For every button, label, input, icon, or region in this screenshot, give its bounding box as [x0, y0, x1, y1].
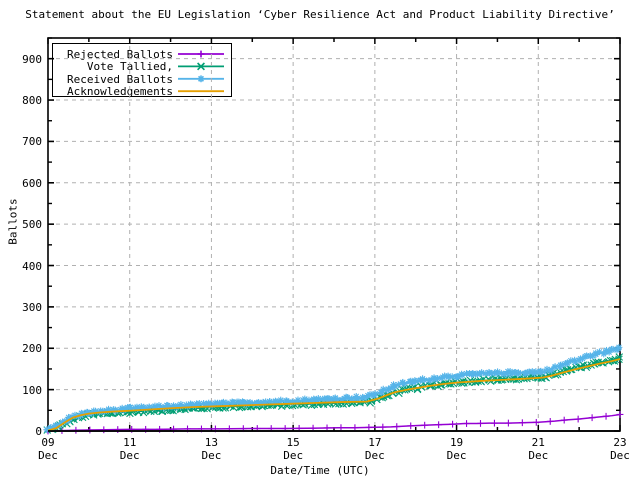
y-tick-label: 300 [22, 300, 42, 314]
x-tick-label: 11 Dec [119, 436, 140, 462]
x-tick-label: 19 Dec [446, 436, 467, 462]
chart-title: Statement about the EU Legislation ‘Cybe… [25, 8, 615, 21]
y-tick-label: 100 [22, 383, 42, 397]
y-tick-label: 700 [22, 135, 42, 149]
x-tick-label: 09 Dec [38, 436, 58, 462]
y-tick-label: 200 [22, 342, 42, 356]
x-axis-label: Date/Time (UTC) [270, 464, 370, 477]
y-tick-label: 500 [22, 218, 42, 232]
x-tick-label: 17 Dec [364, 436, 385, 462]
legend-item-label[interactable]: Received Ballots [67, 72, 173, 86]
y-tick-label: 400 [22, 259, 42, 273]
series-acknowledgements [47, 358, 621, 432]
x-tick-label: 23 Dec [610, 436, 630, 462]
gridlines [48, 38, 620, 431]
series-rejected-ballots [44, 411, 624, 435]
series-received-ballots [43, 343, 623, 434]
x-tick-label: 15 Dec [283, 436, 304, 462]
y-tick-label: 800 [22, 94, 42, 108]
legend-item-label[interactable]: Vote Tallied, [86, 60, 173, 74]
legend-item-label[interactable]: Acknowledgements [67, 85, 173, 99]
x-tick-label: 21 Dec [528, 436, 549, 462]
legend-item-label[interactable]: Rejected Ballots [67, 48, 173, 61]
y-tick-label: 0 [35, 425, 42, 438]
x-tick-label: 13 Dec [201, 436, 222, 462]
y-tick-label: 600 [22, 176, 42, 190]
y-tick-label: 900 [22, 52, 42, 66]
